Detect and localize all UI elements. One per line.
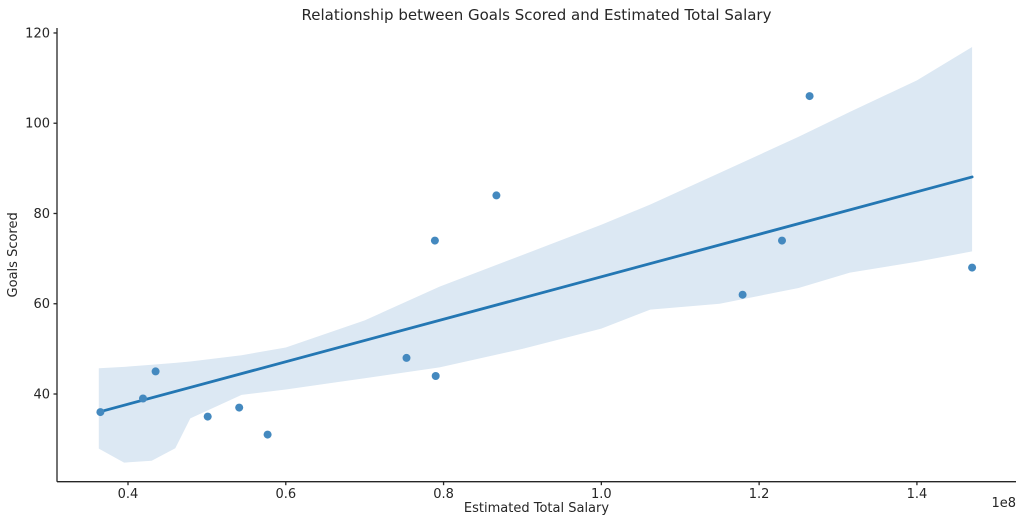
confidence-band bbox=[98, 47, 973, 463]
y-tick-label: 120 bbox=[25, 26, 50, 41]
confidence-band-group bbox=[98, 47, 973, 463]
y-tick-label: 80 bbox=[33, 207, 50, 222]
data-point bbox=[203, 412, 212, 421]
data-point bbox=[738, 290, 747, 299]
data-point bbox=[263, 430, 272, 439]
x-tick-label: 1.0 bbox=[591, 487, 612, 502]
data-point bbox=[968, 263, 977, 272]
x-axis-offset-label: 1e8 bbox=[991, 496, 1016, 511]
y-tick-label: 60 bbox=[33, 297, 50, 312]
x-tick-label: 1.4 bbox=[907, 487, 928, 502]
chart-title: Relationship between Goals Scored and Es… bbox=[302, 6, 772, 24]
x-tick-label: 0.8 bbox=[433, 487, 454, 502]
regression-line bbox=[97, 175, 974, 414]
y-tick-label: 40 bbox=[33, 388, 50, 403]
data-point bbox=[151, 367, 160, 376]
x-tick-label: 1.2 bbox=[749, 487, 770, 502]
data-point bbox=[402, 353, 411, 362]
data-point bbox=[805, 92, 814, 101]
x-axis-label: Estimated Total Salary bbox=[464, 501, 609, 516]
data-point bbox=[492, 191, 501, 200]
regression-line-group bbox=[97, 175, 974, 414]
data-point bbox=[96, 408, 105, 417]
axes-group: 0.4 0.6 0.8 1.0 1.2 1.4 40 60 80 100 120 bbox=[25, 26, 1016, 502]
data-point bbox=[431, 372, 440, 380]
y-tick-label: 100 bbox=[25, 117, 50, 132]
x-tick-label: 0.4 bbox=[118, 487, 139, 502]
data-point bbox=[235, 403, 244, 412]
data-point bbox=[430, 236, 439, 245]
y-axis-label: Goals Scored bbox=[6, 212, 21, 297]
x-tick-label: 0.6 bbox=[275, 487, 296, 502]
data-point bbox=[139, 394, 147, 403]
scatter-points-group bbox=[96, 92, 977, 439]
data-point bbox=[778, 236, 786, 245]
